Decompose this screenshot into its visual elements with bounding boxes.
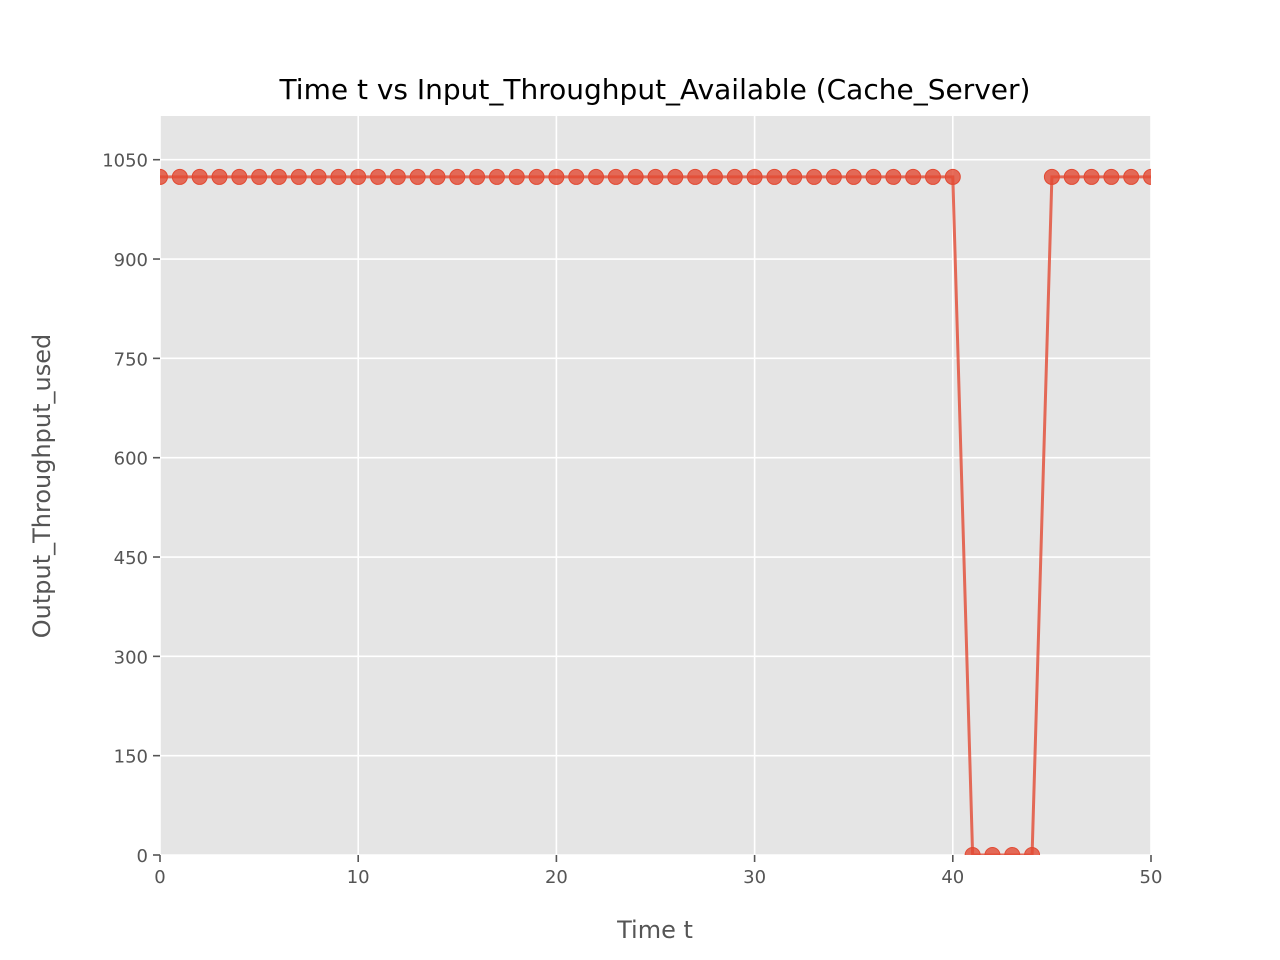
data-point bbox=[865, 168, 882, 185]
data-point bbox=[667, 168, 684, 185]
y-tick-label: 450 bbox=[114, 548, 148, 569]
data-point bbox=[290, 168, 307, 185]
data-point bbox=[1063, 168, 1080, 185]
data-point bbox=[607, 168, 624, 185]
chart-title: Time t vs Input_Throughput_Available (Ca… bbox=[279, 73, 1031, 106]
data-point bbox=[488, 168, 505, 185]
data-point bbox=[389, 168, 406, 185]
x-tick-label: 10 bbox=[347, 867, 370, 888]
data-point bbox=[1103, 168, 1120, 185]
data-point bbox=[627, 168, 644, 185]
data-point bbox=[845, 168, 862, 185]
x-tick-label: 20 bbox=[545, 867, 568, 888]
data-point bbox=[766, 168, 783, 185]
x-axis: 0 10 20 30 40 50 bbox=[154, 855, 1162, 888]
y-tick-label: 0 bbox=[137, 846, 148, 867]
data-point bbox=[449, 168, 466, 185]
data-point bbox=[1024, 847, 1041, 855]
data-point bbox=[429, 168, 446, 185]
x-tick-label: 40 bbox=[941, 867, 964, 888]
data-point bbox=[528, 168, 545, 185]
data-point bbox=[350, 168, 367, 185]
y-tick-label: 750 bbox=[114, 349, 148, 370]
data-point bbox=[984, 847, 1001, 855]
data-point bbox=[647, 168, 664, 185]
data-point bbox=[825, 168, 842, 185]
data-point bbox=[964, 847, 981, 855]
x-tick-label: 0 bbox=[154, 867, 165, 888]
data-point bbox=[806, 168, 823, 185]
data-point bbox=[1043, 168, 1060, 185]
y-tick-label: 1050 bbox=[102, 151, 148, 172]
data-point bbox=[508, 168, 525, 185]
data-point bbox=[885, 168, 902, 185]
y-tick-label: 150 bbox=[114, 747, 148, 768]
data-point bbox=[548, 168, 565, 185]
data-point bbox=[726, 168, 743, 185]
data-point bbox=[1083, 168, 1100, 185]
data-point bbox=[330, 168, 347, 185]
y-axis: 0 150 300 450 600 750 900 1050 bbox=[102, 151, 160, 867]
data-point bbox=[706, 168, 723, 185]
y-tick-label: 900 bbox=[114, 250, 148, 271]
data-point bbox=[687, 168, 704, 185]
data-point bbox=[211, 168, 228, 185]
data-point bbox=[588, 168, 605, 185]
data-point bbox=[231, 168, 248, 185]
data-point bbox=[786, 168, 803, 185]
x-tick-label: 30 bbox=[743, 867, 766, 888]
data-point bbox=[310, 168, 327, 185]
data-point bbox=[409, 168, 426, 185]
data-point bbox=[1123, 168, 1140, 185]
data-point bbox=[171, 168, 188, 185]
x-axis-label: Time t bbox=[616, 916, 693, 944]
series-group bbox=[160, 168, 1151, 855]
data-point bbox=[270, 168, 287, 185]
data-point bbox=[568, 168, 585, 185]
data-point bbox=[251, 168, 268, 185]
data-point bbox=[746, 168, 763, 185]
data-point bbox=[469, 168, 486, 185]
data-point bbox=[160, 168, 168, 185]
data-point bbox=[370, 168, 387, 185]
grid-lines bbox=[159, 116, 1152, 856]
y-tick-label: 600 bbox=[114, 449, 148, 470]
data-point bbox=[1004, 847, 1021, 855]
data-point bbox=[944, 168, 961, 185]
data-point bbox=[905, 168, 922, 185]
y-tick-label: 300 bbox=[114, 647, 148, 668]
data-point bbox=[191, 168, 208, 185]
plot-area bbox=[160, 116, 1151, 855]
x-tick-label: 50 bbox=[1140, 867, 1163, 888]
data-point bbox=[924, 168, 941, 185]
data-point bbox=[1143, 168, 1151, 185]
y-axis-label: Output_Throughput_used bbox=[28, 334, 56, 639]
